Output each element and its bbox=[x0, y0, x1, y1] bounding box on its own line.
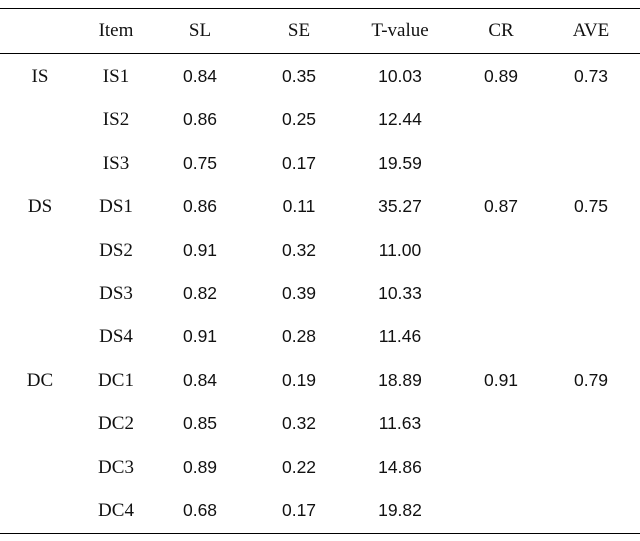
construct-cell bbox=[8, 446, 72, 489]
table-row: IS2 0.86 0.25 12.44 bbox=[0, 98, 640, 141]
cr-cell: 0.91 bbox=[483, 369, 519, 390]
se-cell: 0.32 bbox=[281, 413, 317, 434]
table-row: IS IS1 0.84 0.35 10.03 0.89 0.73 bbox=[0, 55, 640, 98]
sl-cell: 0.68 bbox=[182, 500, 218, 520]
table-row: DS4 0.91 0.28 11.46 bbox=[0, 315, 640, 358]
cr-cell bbox=[466, 446, 536, 489]
table-row: DC DC1 0.84 0.19 18.89 0.91 0.79 bbox=[0, 359, 640, 402]
header-item: Item bbox=[98, 20, 134, 41]
cr-cell bbox=[466, 229, 536, 272]
header-ave: AVE bbox=[572, 20, 610, 41]
cr-cell bbox=[466, 98, 536, 141]
item-cell: DC2 bbox=[98, 413, 134, 435]
cr-cell bbox=[466, 315, 536, 358]
se-cell: 0.25 bbox=[281, 109, 317, 130]
construct-cell bbox=[8, 315, 72, 358]
se-cell: 0.32 bbox=[281, 239, 317, 260]
item-cell: DS4 bbox=[99, 326, 133, 348]
sl-cell: 0.85 bbox=[182, 413, 218, 434]
results-table: Item SL SE T-value CR AVE IS IS1 0.84 0.35 1… bbox=[0, 8, 640, 534]
item-cell: IS2 bbox=[102, 109, 130, 131]
sl-cell: 0.84 bbox=[182, 369, 218, 390]
ave-cell bbox=[554, 142, 628, 185]
se-cell: 0.17 bbox=[281, 152, 317, 173]
se-cell: 0.11 bbox=[282, 196, 316, 217]
sl-cell: 0.86 bbox=[182, 196, 218, 217]
se-cell: 0.19 bbox=[281, 369, 317, 390]
item-cell: DS1 bbox=[99, 196, 133, 218]
t-value-cell: 10.33 bbox=[378, 283, 422, 303]
t-value-cell: 11.00 bbox=[378, 239, 422, 260]
ave-cell bbox=[554, 489, 628, 532]
table-row: IS3 0.75 0.17 19.59 bbox=[0, 142, 640, 185]
construct-cell bbox=[8, 272, 72, 315]
ave-cell bbox=[554, 272, 628, 315]
item-cell: IS1 bbox=[102, 66, 130, 87]
header-cr: CR bbox=[488, 20, 514, 41]
construct-cell bbox=[8, 402, 72, 445]
sl-cell: 0.91 bbox=[182, 326, 218, 347]
ave-cell bbox=[554, 446, 628, 489]
cr-cell bbox=[466, 272, 536, 315]
construct-cell bbox=[8, 142, 72, 185]
header-sl: SL bbox=[188, 20, 212, 41]
table-row: DC3 0.89 0.22 14.86 bbox=[0, 446, 640, 489]
ave-cell: 0.79 bbox=[573, 369, 609, 390]
table-row: DS DS1 0.86 0.11 35.27 0.87 0.75 bbox=[0, 185, 640, 228]
item-cell: DC3 bbox=[98, 456, 134, 478]
t-value-cell: 10.03 bbox=[378, 66, 422, 86]
construct-cell: DC bbox=[26, 369, 54, 391]
se-cell: 0.22 bbox=[281, 456, 317, 477]
construct-cell: DS bbox=[27, 196, 53, 218]
construct-cell bbox=[8, 98, 72, 141]
se-cell: 0.28 bbox=[281, 326, 317, 347]
cr-cell bbox=[466, 489, 536, 532]
t-value-cell: 19.59 bbox=[378, 152, 422, 173]
t-value-cell: 12.44 bbox=[378, 109, 422, 130]
t-value-cell: 19.82 bbox=[378, 500, 422, 520]
construct-cell bbox=[8, 489, 72, 532]
header-t-value: T-value bbox=[371, 20, 429, 41]
se-cell: 0.39 bbox=[281, 283, 317, 303]
sl-cell: 0.89 bbox=[182, 456, 218, 477]
ave-cell bbox=[554, 402, 628, 445]
table-row: DS2 0.91 0.32 11.00 bbox=[0, 229, 640, 272]
header-divider bbox=[0, 53, 640, 54]
se-cell: 0.17 bbox=[281, 500, 317, 520]
sl-cell: 0.86 bbox=[182, 109, 218, 130]
header-construct bbox=[8, 9, 72, 52]
construct-cell: IS bbox=[31, 66, 49, 87]
sl-cell: 0.84 bbox=[182, 66, 218, 86]
ave-cell: 0.73 bbox=[573, 66, 609, 86]
table-header-row: Item SL SE T-value CR AVE bbox=[0, 9, 640, 52]
t-value-cell: 11.63 bbox=[378, 413, 422, 434]
table-row: DC2 0.85 0.32 11.63 bbox=[0, 402, 640, 445]
ave-cell bbox=[554, 315, 628, 358]
item-cell: DC1 bbox=[98, 369, 134, 391]
construct-cell bbox=[8, 229, 72, 272]
item-cell: DS2 bbox=[99, 239, 133, 261]
cr-cell: 0.87 bbox=[483, 196, 519, 217]
t-value-cell: 18.89 bbox=[378, 369, 422, 390]
ave-cell bbox=[554, 98, 628, 141]
cr-cell bbox=[466, 142, 536, 185]
se-cell: 0.35 bbox=[281, 66, 317, 86]
t-value-cell: 14.86 bbox=[378, 456, 422, 477]
cr-cell bbox=[466, 402, 536, 445]
header-se: SE bbox=[287, 20, 311, 41]
sl-cell: 0.91 bbox=[182, 239, 218, 260]
item-cell: DS3 bbox=[99, 283, 133, 304]
item-cell: DC4 bbox=[98, 500, 134, 521]
cr-cell: 0.89 bbox=[483, 66, 519, 86]
item-cell: IS3 bbox=[102, 152, 130, 174]
ave-cell: 0.75 bbox=[573, 196, 609, 217]
ave-cell bbox=[554, 229, 628, 272]
t-value-cell: 35.27 bbox=[378, 196, 422, 217]
table-row: DS3 0.82 0.39 10.33 bbox=[0, 272, 640, 315]
sl-cell: 0.82 bbox=[182, 283, 218, 303]
t-value-cell: 11.46 bbox=[378, 326, 422, 347]
sl-cell: 0.75 bbox=[182, 152, 218, 173]
table-row: DC4 0.68 0.17 19.82 bbox=[0, 489, 640, 532]
